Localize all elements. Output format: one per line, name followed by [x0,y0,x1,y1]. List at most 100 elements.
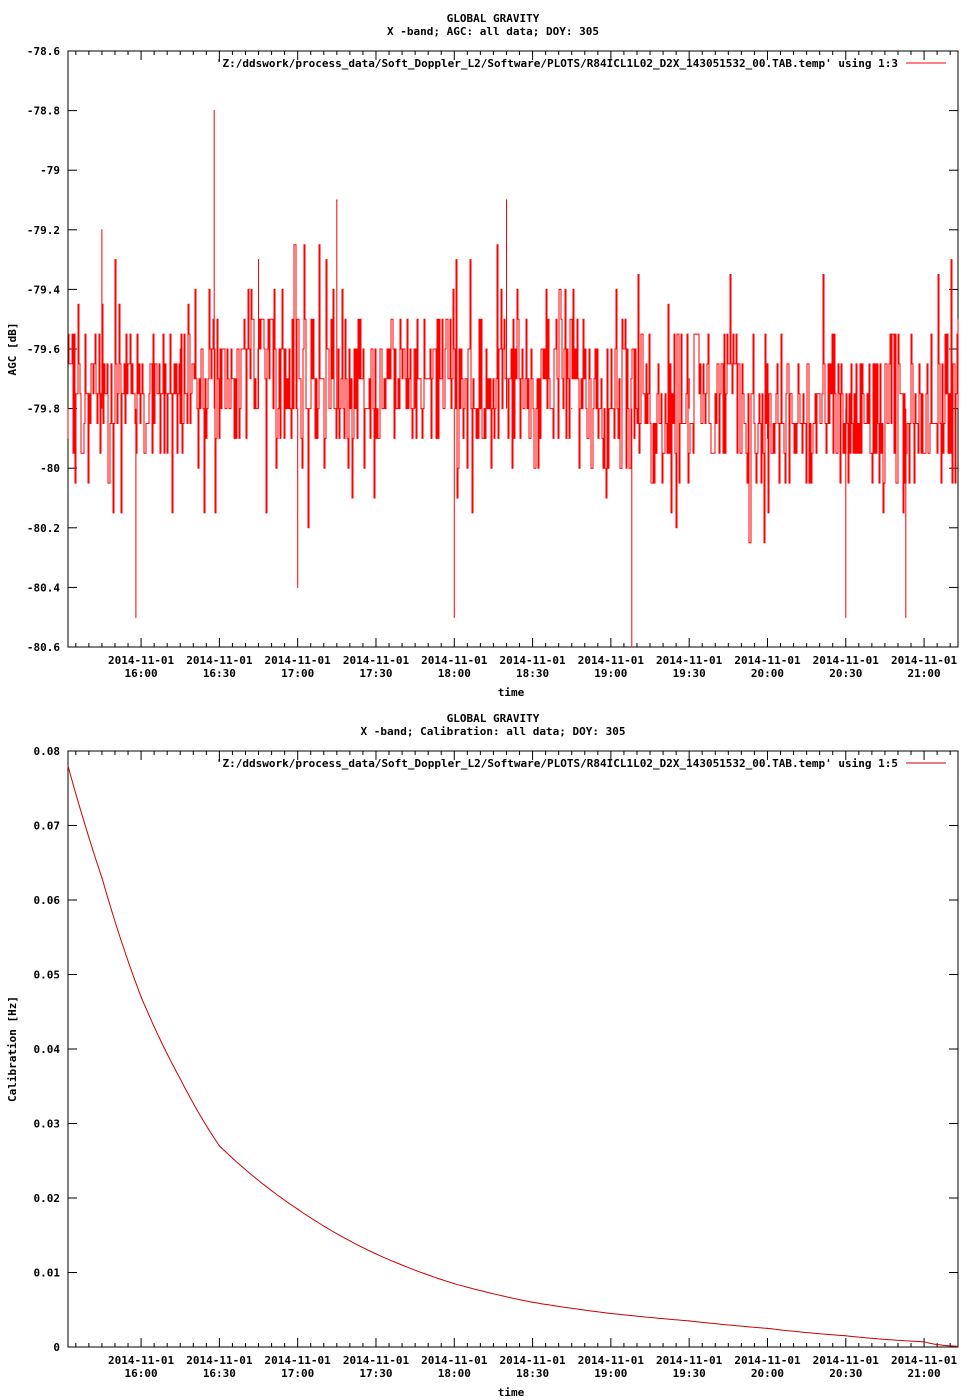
chart2-x-tick-date-label: 2014-11-01 [891,1354,958,1367]
chart2-x-tick-date-label: 2014-11-01 [578,1354,645,1367]
chart1-y-tick-label: -79 [40,164,60,177]
chart1-data-point [453,616,455,618]
chart1-y-tick-label: -79.8 [27,403,60,416]
chart2-y-tick-label: 0.04 [34,1043,61,1056]
chart2-plot-frame [67,750,959,1348]
chart2-y-axis-label: Calibration [Hz] [6,996,19,1102]
chart1-data-point [688,378,690,380]
chart2-data-point [218,1145,220,1147]
chart1-title: GLOBAL GRAVITY [447,12,540,25]
chart1-data-point [67,437,69,439]
chart2-x-tick-time-label: 19:30 [673,1367,706,1380]
chart2-data-point [297,1208,299,1210]
chart1-y-axis-label: AGC [dB] [6,323,19,376]
chart2-data-point [610,1312,612,1315]
chart2-x-axis-label: time [498,1386,525,1399]
chart1-x-tick-date-label: 2014-11-01 [265,654,332,667]
chart1-x-tick-date-label: 2014-11-01 [108,654,175,667]
chart2-x-tick-date-label: 2014-11-01 [265,1354,332,1367]
chart1-x-tick-time-label: 17:30 [359,667,392,680]
chart1-x-tick-date-label: 2014-11-01 [656,654,723,667]
chart1-x-axis-label: time [498,686,525,699]
chart2-y-tick-label: 0.01 [34,1267,61,1280]
chart2-x-tick-time-label: 18:30 [516,1367,549,1380]
chart1-y-tick-label: -78.6 [27,45,60,58]
chart2-x-tick-date-label: 2014-11-01 [813,1354,880,1367]
chart1-x-tick-date-label: 2014-11-01 [734,654,801,667]
chart1-x-tick-time-label: 16:30 [203,667,236,680]
chart2-data-point [101,877,103,879]
chart2-series-line [67,765,959,1347]
chart1-data-point [135,616,137,618]
chart1-data-point [845,616,847,618]
chart2-x-tick-time-label: 17:30 [359,1367,392,1380]
chart2-y-tick-label: 0 [53,1341,60,1354]
chart1-x-tick-time-label: 21:00 [908,667,941,680]
chart2-legend-label: 'Z:/ddswork/process_data/Soft_Doppler_L2… [216,757,898,770]
chart2-x-tick-time-label: 18:00 [438,1367,471,1380]
chart1-y-tick-label: -78.8 [27,105,60,118]
chart2-data-point [766,1327,769,1329]
chart1-data-point [957,318,959,320]
chart1-y-tick-label: -79.4 [27,283,60,296]
chart2-data-point [179,1078,181,1080]
chart2-x-tick-time-label: 20:00 [751,1367,784,1380]
chart1-data-point [101,229,103,231]
chart2-x-tick-date-label: 2014-11-01 [421,1354,488,1367]
chart2-y-tick-label: 0.05 [34,969,61,982]
chart1-y-tick-label: -80.2 [27,522,60,535]
chart1-x-tick-time-label: 18:30 [516,667,549,680]
chart2-x-tick-date-label: 2014-11-01 [343,1354,410,1367]
chart1-data-point [905,616,907,618]
chart2-data-point [67,765,69,767]
chart2-data-point [688,1320,690,1322]
chart1-data-point [336,199,338,201]
chart2-data-point [531,1301,534,1303]
chart2-x-tick-time-label: 16:00 [125,1367,158,1380]
chart2-data-point [453,1283,455,1285]
chart1-data-point [179,348,181,350]
chart2-y-tick-label: 0.08 [34,745,61,758]
chart2-x-tick-time-label: 17:00 [281,1367,314,1380]
chart1-data-point [414,348,416,350]
chart2-y-tick-label: 0.02 [34,1192,61,1205]
chart1-x-tick-time-label: 20:00 [751,667,784,680]
chart1-data-point [213,110,215,112]
chart1-x-tick-date-label: 2014-11-01 [186,654,253,667]
chart1-x-tick-date-label: 2014-11-01 [343,654,410,667]
chart2-x-tick-time-label: 21:00 [908,1367,941,1380]
chart1-subtitle: X -band; AGC: all data; DOY: 305 [387,25,599,38]
chart1-x-tick-time-label: 18:00 [438,667,471,680]
chart1-data-point [257,259,260,261]
chart2-subtitle: X -band; Calibration: all data; DOY: 305 [361,725,626,738]
chart1-x-tick-date-label: 2014-11-01 [499,654,566,667]
chart2-x-tick-time-label: 20:30 [829,1367,862,1380]
chart1-legend-label: 'Z:/ddswork/process_data/Soft_Doppler_L2… [216,57,898,70]
chart2-x-tick-date-label: 2014-11-01 [186,1354,253,1367]
chart2-y-tick-label: 0.06 [34,894,61,907]
chart2-x-tick-date-label: 2014-11-01 [734,1354,801,1367]
chart1-x-tick-time-label: 19:30 [673,667,706,680]
chart2-data-point [957,1345,959,1347]
chart1-x-tick-date-label: 2014-11-01 [891,654,958,667]
chart2-y-tick-label: 0.07 [34,820,61,833]
chart1-series-line [67,110,959,647]
chart1-data-point [571,408,573,410]
chart1-y-tick-label: -80.4 [27,581,60,594]
chart1-data-point [631,646,633,648]
chart1-x-tick-time-label: 19:00 [594,667,627,680]
chart1-data-point [297,586,299,589]
chart1-x-tick-date-label: 2014-11-01 [813,654,880,667]
chart1-y-tick-label: -80.6 [27,641,60,654]
chart2-y-tick-label: 0.03 [34,1118,61,1131]
chart2-x-tick-date-label: 2014-11-01 [656,1354,723,1367]
chart2-data-point [375,1253,377,1255]
chart1-data-point [766,437,769,439]
chart2-data-point [845,1335,847,1337]
chart1-y-tick-label: -79.2 [27,224,60,237]
chart2-x-tick-date-label: 2014-11-01 [108,1354,175,1367]
chart1-x-tick-time-label: 16:00 [125,667,158,680]
chart1-x-tick-date-label: 2014-11-01 [578,654,645,667]
chart2-data-point [140,996,142,998]
